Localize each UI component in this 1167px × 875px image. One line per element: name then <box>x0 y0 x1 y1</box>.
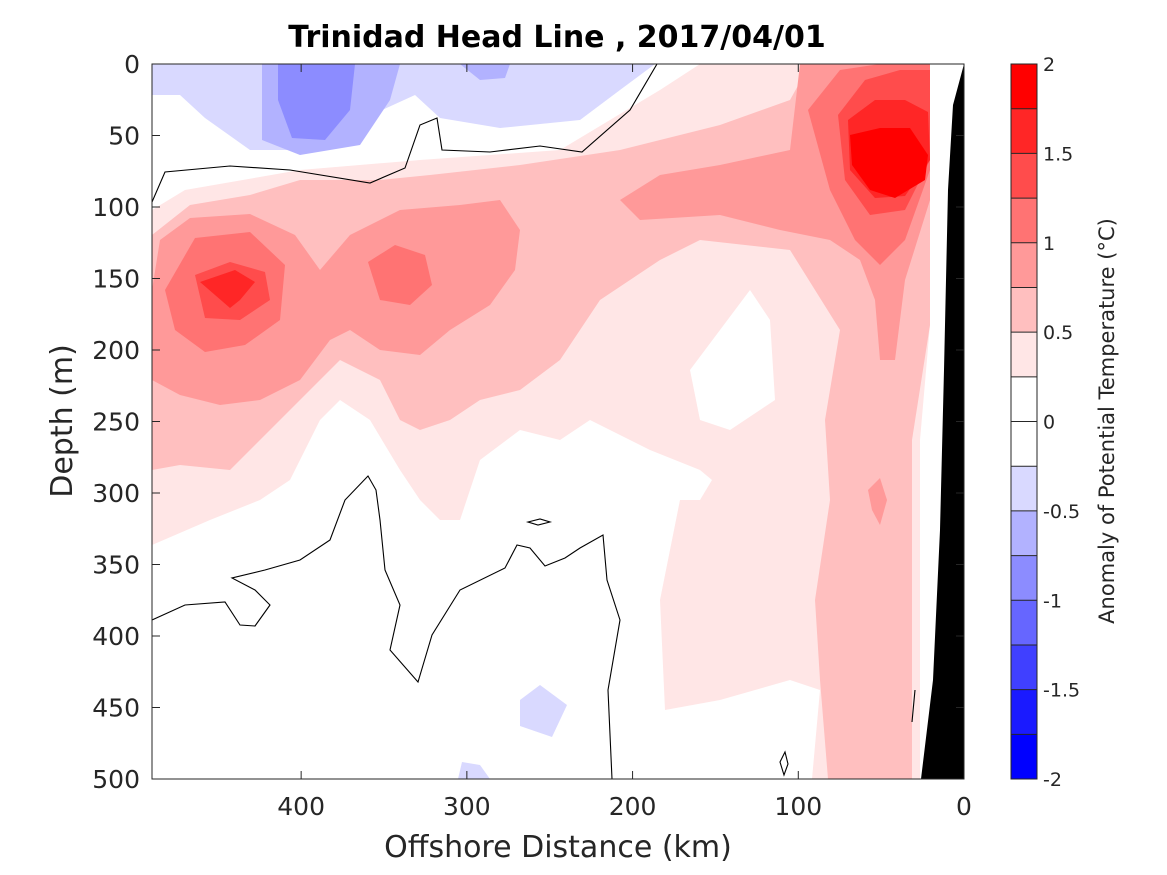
y-axis-title: Depth (m) <box>45 344 80 498</box>
y-tick-label: 50 <box>108 122 140 151</box>
colorbar-tick-label: -0.5 <box>1043 501 1080 523</box>
colorbar-tick-label: 0 <box>1043 412 1055 434</box>
plot-area <box>152 64 964 779</box>
x-tick-label: 300 <box>443 792 491 821</box>
colorbar-swatch <box>1011 555 1037 601</box>
warm-streak-deep <box>868 478 887 525</box>
warm-region-1-00-mid <box>368 245 432 305</box>
colorbar-swatch <box>1011 421 1037 467</box>
y-tick-label: 0 <box>124 50 140 79</box>
y-tick-label: 500 <box>92 765 140 794</box>
colorbar-tick-label: 1 <box>1043 233 1055 255</box>
colorbar-tick-label: -1.5 <box>1043 680 1080 702</box>
zero-contour-lower-1 <box>152 475 621 779</box>
zero-contour-upper <box>152 64 658 203</box>
y-tick-label: 450 <box>92 694 140 723</box>
colorbar-swatch <box>1011 510 1037 557</box>
warm-gap-2 <box>670 470 712 500</box>
cold-region-small-1 <box>460 64 510 80</box>
colorbar-tick-label: -1 <box>1043 590 1062 612</box>
colorbar-swatch <box>1011 198 1037 244</box>
cold-region-strong <box>278 64 355 140</box>
y-tick-label: 200 <box>92 336 140 365</box>
colorbar-swatch <box>1011 64 1037 110</box>
colorbar-tick-label: 1.5 <box>1043 143 1073 165</box>
y-tick-label: 350 <box>92 551 140 580</box>
colorbar-swatch <box>1011 153 1037 199</box>
colorbar-swatch <box>1011 600 1037 646</box>
warm-region-1-75-coast <box>850 128 928 198</box>
colorbar-swatch <box>1011 108 1037 154</box>
warm-gap-1 <box>690 290 775 430</box>
cold-region-deep-1 <box>520 685 567 737</box>
x-tick-label: 200 <box>609 792 657 821</box>
colorbar-title: Anomaly of Potential Temperature (°C) <box>1095 218 1119 624</box>
y-tick-label: 250 <box>92 408 140 437</box>
x-axis: 400 300 200 100 0 <box>277 64 972 821</box>
colorbar-swatch <box>1011 734 1037 780</box>
cold-region-deep-2 <box>458 762 490 779</box>
colorbar-swatch <box>1011 689 1037 735</box>
colorbar-tick-label: 2 <box>1043 54 1055 76</box>
cold-region-small-2 <box>595 64 625 82</box>
x-tick-label: 400 <box>277 792 325 821</box>
colorbar-swatch <box>1011 242 1037 288</box>
bathymetry-slope <box>921 64 964 779</box>
x-tick-label: 100 <box>774 792 822 821</box>
colorbar-swatch <box>1011 644 1037 691</box>
x-tick-label: 0 <box>956 792 972 821</box>
colorbar-frame <box>1010 63 1038 780</box>
zero-contour-speck-2 <box>779 750 789 777</box>
x-axis-title: Offshore Distance (km) <box>384 830 732 865</box>
y-tick-label: 150 <box>92 265 140 294</box>
zero-contour-speck-1 <box>525 518 553 526</box>
colorbar-swatch <box>1011 376 1037 422</box>
zero-contour-coastal <box>911 689 916 723</box>
y-axis: 0 50 100 150 200 250 300 350 400 450 500 <box>92 50 964 794</box>
y-tick-label: 100 <box>92 193 140 222</box>
chart-title: Trinidad Head Line , 2017/04/01 <box>288 20 825 55</box>
colorbar-swatch <box>1011 287 1037 333</box>
y-tick-label: 300 <box>92 479 140 508</box>
colorbar-swatch <box>1011 332 1037 378</box>
colorbar-swatch <box>1011 466 1037 512</box>
colorbar-tick-label: -2 <box>1043 769 1062 791</box>
colorbar: 2 1.5 1 0.5 0 -0.5 -1 -1.5 -2 <box>1011 54 1080 791</box>
colorbar-tick-label: 0.5 <box>1043 322 1073 344</box>
warm-region-1-50 <box>200 270 255 308</box>
y-tick-label: 400 <box>92 622 140 651</box>
